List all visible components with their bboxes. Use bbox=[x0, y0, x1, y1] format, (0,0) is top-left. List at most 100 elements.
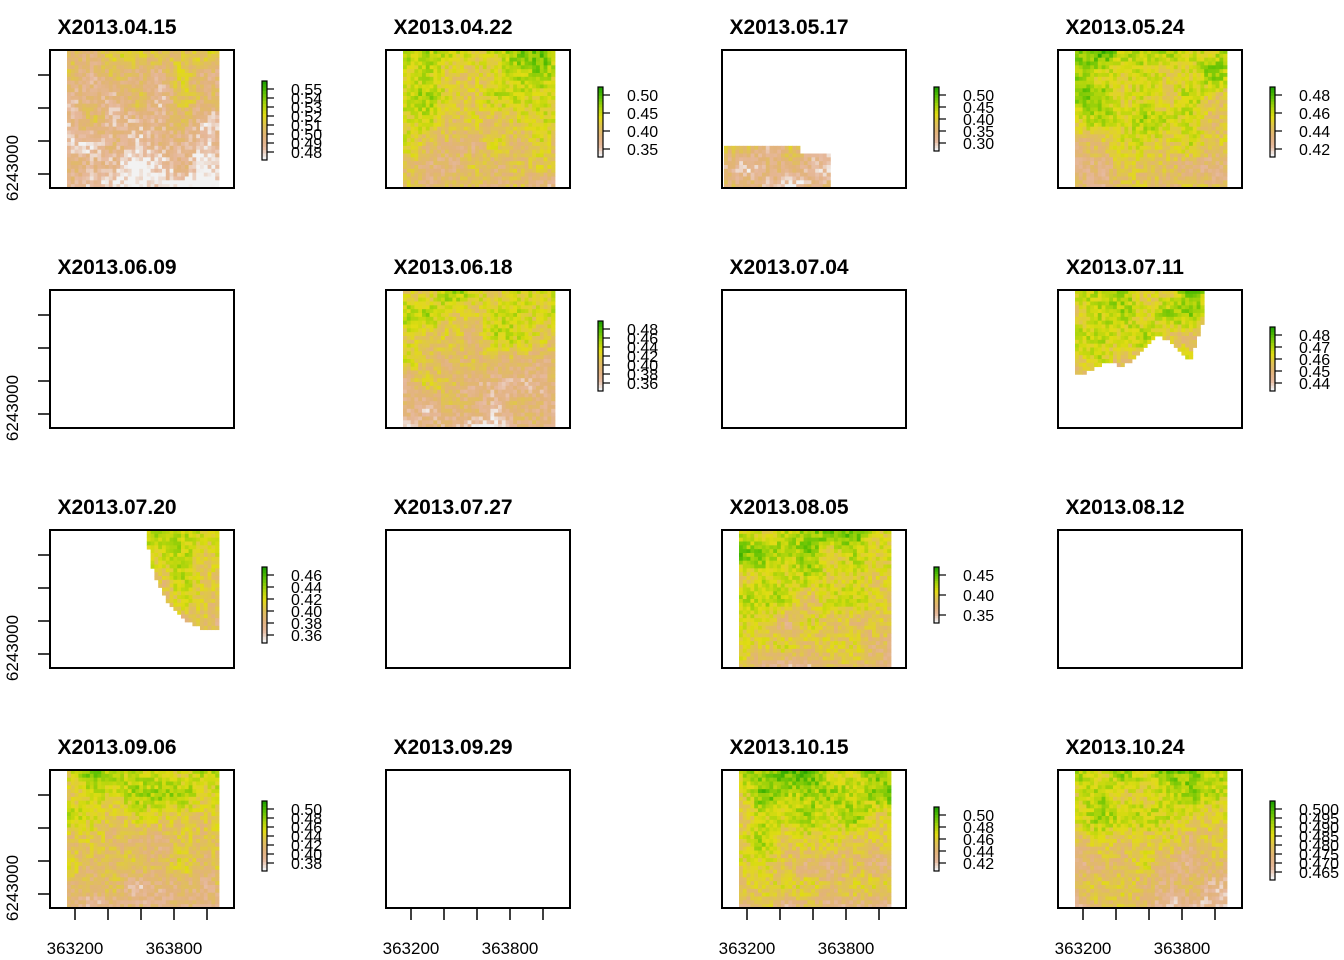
raster-cell bbox=[1086, 107, 1091, 112]
raster-cell bbox=[547, 153, 552, 158]
legend-color-step bbox=[934, 127, 939, 131]
raster-cell bbox=[70, 99, 75, 105]
raster-cell bbox=[528, 138, 533, 143]
raster-cell bbox=[162, 157, 167, 162]
raster-cell bbox=[1158, 61, 1163, 66]
raster-cell bbox=[173, 57, 178, 62]
raster-cell bbox=[1166, 180, 1171, 185]
raster-cell bbox=[429, 111, 434, 116]
raster-cell bbox=[429, 297, 434, 302]
raster-cell bbox=[479, 134, 484, 139]
raster-cell bbox=[406, 142, 411, 147]
raster-cell bbox=[403, 130, 408, 135]
raster-cell bbox=[551, 69, 556, 74]
raster-cell bbox=[1124, 153, 1129, 158]
raster-cell bbox=[403, 50, 408, 55]
raster-cell bbox=[192, 184, 197, 189]
raster-cell bbox=[1208, 149, 1213, 154]
raster-cell bbox=[422, 80, 427, 85]
raster-cell bbox=[471, 126, 476, 131]
raster-cell bbox=[67, 145, 72, 151]
raster-cell bbox=[1185, 73, 1190, 78]
raster-cell bbox=[1211, 157, 1216, 162]
raster-cell bbox=[78, 165, 83, 170]
raster-cell bbox=[773, 161, 778, 166]
raster-cell bbox=[86, 92, 91, 97]
raster-cell bbox=[406, 65, 411, 70]
raster-cell bbox=[513, 57, 518, 62]
raster-cell bbox=[1090, 168, 1095, 174]
raster-cell bbox=[414, 142, 419, 147]
raster-cell bbox=[86, 130, 91, 135]
raster-cell bbox=[803, 161, 808, 166]
raster-cell bbox=[543, 126, 548, 131]
raster-cell bbox=[139, 61, 144, 66]
raster-cell bbox=[479, 161, 484, 166]
raster-cell bbox=[70, 165, 75, 170]
raster-cell bbox=[1223, 61, 1228, 66]
raster-cell bbox=[1223, 115, 1228, 120]
raster-cell bbox=[173, 130, 178, 135]
raster-cell bbox=[444, 149, 449, 154]
raster-cell bbox=[1139, 165, 1144, 170]
raster-cell bbox=[441, 165, 446, 170]
raster-cell bbox=[746, 157, 751, 162]
raster-cell bbox=[1139, 84, 1144, 89]
raster-cell bbox=[490, 107, 495, 112]
raster-cell bbox=[1173, 168, 1178, 174]
raster-cell bbox=[86, 172, 91, 177]
raster-cell bbox=[1177, 161, 1182, 166]
raster-cell bbox=[192, 65, 197, 70]
raster-cell bbox=[169, 126, 174, 131]
raster-cell bbox=[78, 53, 83, 59]
raster-cell bbox=[505, 65, 510, 70]
raster-cell bbox=[406, 84, 411, 89]
raster-cell bbox=[524, 96, 529, 101]
raster-cell bbox=[192, 50, 197, 55]
raster-cell bbox=[1173, 126, 1178, 131]
raster-cell bbox=[93, 180, 98, 185]
raster-cell bbox=[536, 142, 541, 147]
raster-cell bbox=[192, 176, 197, 181]
raster-cell bbox=[70, 130, 75, 135]
raster-cell bbox=[505, 126, 510, 131]
raster-cell bbox=[460, 168, 465, 174]
raster-cell bbox=[463, 69, 468, 74]
raster-cell bbox=[1162, 142, 1167, 147]
raster-cell bbox=[551, 161, 556, 166]
raster-cell bbox=[177, 138, 182, 143]
raster-cell bbox=[1082, 61, 1087, 66]
raster-cell bbox=[788, 176, 793, 181]
raster-cell bbox=[433, 134, 438, 139]
raster-cell bbox=[414, 138, 419, 143]
raster-cell bbox=[1185, 161, 1190, 166]
raster-cell bbox=[1094, 53, 1099, 59]
raster-cell bbox=[452, 290, 457, 295]
raster-cell bbox=[192, 161, 197, 166]
raster-cell bbox=[1086, 145, 1091, 151]
raster-cell bbox=[127, 69, 132, 74]
raster-cell bbox=[1097, 149, 1102, 154]
raster-cell bbox=[1147, 126, 1152, 131]
raster-cell bbox=[452, 184, 457, 189]
raster-cell bbox=[539, 290, 544, 295]
raster-cell bbox=[422, 88, 427, 93]
raster-cell bbox=[67, 57, 72, 62]
raster-cell bbox=[1208, 184, 1213, 189]
raster-cell bbox=[414, 88, 419, 93]
raster-cell bbox=[403, 99, 408, 105]
raster-cell bbox=[192, 84, 197, 89]
raster-cell bbox=[203, 107, 208, 112]
raster-cell bbox=[1192, 65, 1197, 70]
raster-cell bbox=[120, 165, 125, 170]
raster-cell bbox=[482, 80, 487, 85]
raster-cell bbox=[460, 145, 465, 151]
raster-cell bbox=[414, 92, 419, 97]
raster-cell bbox=[188, 130, 193, 135]
raster-cell bbox=[479, 73, 484, 78]
raster-cell bbox=[1162, 157, 1167, 162]
raster-cell bbox=[93, 111, 98, 116]
raster-cell bbox=[188, 165, 193, 170]
raster-cell bbox=[1116, 149, 1121, 154]
raster-cell bbox=[1116, 180, 1121, 185]
